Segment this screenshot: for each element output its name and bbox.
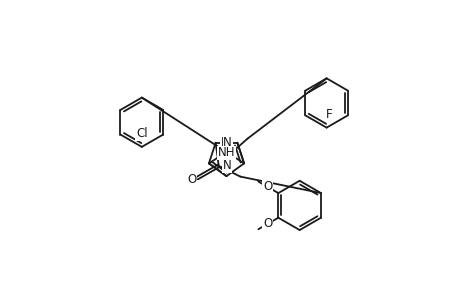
Text: Cl: Cl bbox=[136, 127, 147, 140]
Text: O: O bbox=[263, 180, 272, 194]
Text: N: N bbox=[223, 159, 231, 172]
Text: N: N bbox=[221, 136, 230, 149]
Text: NH: NH bbox=[218, 146, 235, 159]
Text: F: F bbox=[325, 108, 331, 121]
Text: O: O bbox=[263, 218, 272, 230]
Text: N: N bbox=[223, 136, 231, 149]
Text: O: O bbox=[187, 173, 196, 186]
